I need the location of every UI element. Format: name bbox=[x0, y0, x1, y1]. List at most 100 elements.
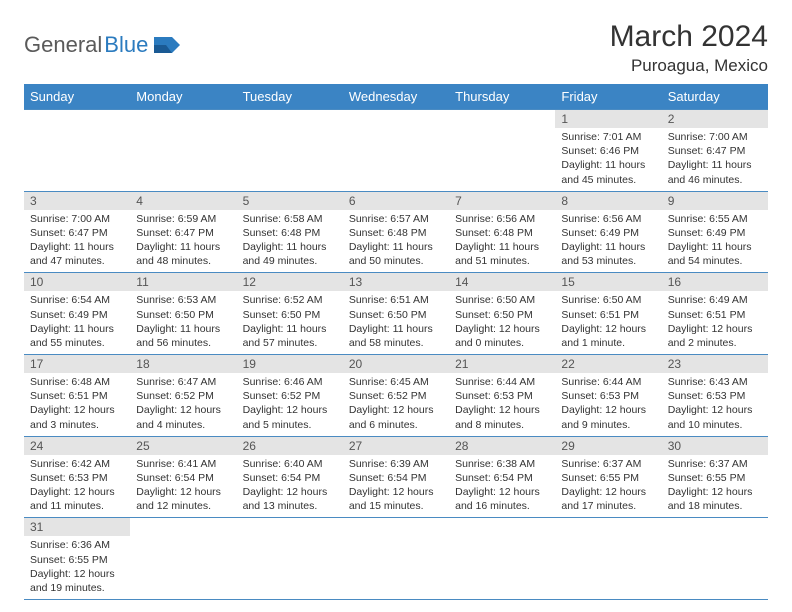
day-cell: 14Sunrise: 6:50 AMSunset: 6:50 PMDayligh… bbox=[449, 273, 555, 355]
sunset-text: Sunset: 6:49 PM bbox=[561, 226, 655, 240]
day-body: Sunrise: 6:56 AMSunset: 6:49 PMDaylight:… bbox=[555, 210, 661, 273]
sunset-text: Sunset: 6:53 PM bbox=[668, 389, 762, 403]
day-body bbox=[130, 536, 236, 590]
day-cell bbox=[662, 518, 768, 600]
day-body: Sunrise: 6:40 AMSunset: 6:54 PMDaylight:… bbox=[237, 455, 343, 518]
day-cell: 18Sunrise: 6:47 AMSunset: 6:52 PMDayligh… bbox=[130, 355, 236, 437]
day-number: 6 bbox=[343, 192, 449, 210]
sunrise-text: Sunrise: 7:00 AM bbox=[30, 212, 124, 226]
day-number bbox=[130, 518, 236, 536]
day-number: 5 bbox=[237, 192, 343, 210]
day-body: Sunrise: 6:39 AMSunset: 6:54 PMDaylight:… bbox=[343, 455, 449, 518]
day-cell: 30Sunrise: 6:37 AMSunset: 6:55 PMDayligh… bbox=[662, 436, 768, 518]
day-cell bbox=[130, 110, 236, 192]
sunrise-text: Sunrise: 6:59 AM bbox=[136, 212, 230, 226]
day-number: 24 bbox=[24, 437, 130, 455]
day-number bbox=[343, 110, 449, 128]
sunrise-text: Sunrise: 6:37 AM bbox=[668, 457, 762, 471]
sunset-text: Sunset: 6:48 PM bbox=[349, 226, 443, 240]
day-cell: 13Sunrise: 6:51 AMSunset: 6:50 PMDayligh… bbox=[343, 273, 449, 355]
day-body bbox=[343, 128, 449, 182]
day-body: Sunrise: 6:42 AMSunset: 6:53 PMDaylight:… bbox=[24, 455, 130, 518]
day-number: 19 bbox=[237, 355, 343, 373]
day-cell bbox=[343, 110, 449, 192]
day-cell bbox=[449, 518, 555, 600]
header: General Blue March 2024 Puroagua, Mexico bbox=[24, 20, 768, 76]
calendar-week: 31Sunrise: 6:36 AMSunset: 6:55 PMDayligh… bbox=[24, 518, 768, 600]
daylight-text: Daylight: 11 hours and 50 minutes. bbox=[349, 240, 443, 268]
day-number: 31 bbox=[24, 518, 130, 536]
day-body: Sunrise: 6:45 AMSunset: 6:52 PMDaylight:… bbox=[343, 373, 449, 436]
day-body: Sunrise: 6:58 AMSunset: 6:48 PMDaylight:… bbox=[237, 210, 343, 273]
day-header: Sunday bbox=[24, 84, 130, 110]
day-cell: 25Sunrise: 6:41 AMSunset: 6:54 PMDayligh… bbox=[130, 436, 236, 518]
day-number: 21 bbox=[449, 355, 555, 373]
sunrise-text: Sunrise: 6:56 AM bbox=[455, 212, 549, 226]
title-block: March 2024 Puroagua, Mexico bbox=[610, 20, 768, 76]
sunrise-text: Sunrise: 6:44 AM bbox=[561, 375, 655, 389]
sunrise-text: Sunrise: 6:47 AM bbox=[136, 375, 230, 389]
day-number: 4 bbox=[130, 192, 236, 210]
day-body: Sunrise: 6:43 AMSunset: 6:53 PMDaylight:… bbox=[662, 373, 768, 436]
day-number bbox=[237, 110, 343, 128]
daylight-text: Daylight: 11 hours and 46 minutes. bbox=[668, 158, 762, 186]
day-number: 28 bbox=[449, 437, 555, 455]
day-cell bbox=[130, 518, 236, 600]
sunrise-text: Sunrise: 6:46 AM bbox=[243, 375, 337, 389]
day-cell: 31Sunrise: 6:36 AMSunset: 6:55 PMDayligh… bbox=[24, 518, 130, 600]
daylight-text: Daylight: 12 hours and 19 minutes. bbox=[30, 567, 124, 595]
sunrise-text: Sunrise: 6:53 AM bbox=[136, 293, 230, 307]
day-number: 10 bbox=[24, 273, 130, 291]
day-cell bbox=[449, 110, 555, 192]
sunset-text: Sunset: 6:52 PM bbox=[349, 389, 443, 403]
sunrise-text: Sunrise: 6:51 AM bbox=[349, 293, 443, 307]
day-number: 2 bbox=[662, 110, 768, 128]
sunrise-text: Sunrise: 6:50 AM bbox=[561, 293, 655, 307]
calendar-week: 17Sunrise: 6:48 AMSunset: 6:51 PMDayligh… bbox=[24, 355, 768, 437]
day-number bbox=[449, 110, 555, 128]
day-body: Sunrise: 6:48 AMSunset: 6:51 PMDaylight:… bbox=[24, 373, 130, 436]
day-number bbox=[662, 518, 768, 536]
day-cell: 4 Sunrise: 6:59 AMSunset: 6:47 PMDaylight… bbox=[130, 191, 236, 273]
daylight-text: Daylight: 12 hours and 15 minutes. bbox=[349, 485, 443, 513]
sunset-text: Sunset: 6:51 PM bbox=[561, 308, 655, 322]
sunset-text: Sunset: 6:50 PM bbox=[243, 308, 337, 322]
daylight-text: Daylight: 12 hours and 9 minutes. bbox=[561, 403, 655, 431]
calendar-table: Sunday Monday Tuesday Wednesday Thursday… bbox=[24, 84, 768, 600]
day-body bbox=[24, 128, 130, 182]
daylight-text: Daylight: 11 hours and 57 minutes. bbox=[243, 322, 337, 350]
calendar-week: 24Sunrise: 6:42 AMSunset: 6:53 PMDayligh… bbox=[24, 436, 768, 518]
calendar-week: 1Sunrise: 7:01 AMSunset: 6:46 PMDaylight… bbox=[24, 110, 768, 192]
daylight-text: Daylight: 11 hours and 48 minutes. bbox=[136, 240, 230, 268]
sunset-text: Sunset: 6:50 PM bbox=[349, 308, 443, 322]
day-header: Wednesday bbox=[343, 84, 449, 110]
day-body: Sunrise: 6:56 AMSunset: 6:48 PMDaylight:… bbox=[449, 210, 555, 273]
day-cell bbox=[24, 110, 130, 192]
day-number bbox=[555, 518, 661, 536]
logo-text-general: General bbox=[24, 32, 102, 58]
sunrise-text: Sunrise: 6:55 AM bbox=[668, 212, 762, 226]
sunrise-text: Sunrise: 6:45 AM bbox=[349, 375, 443, 389]
daylight-text: Daylight: 11 hours and 53 minutes. bbox=[561, 240, 655, 268]
day-body: Sunrise: 6:57 AMSunset: 6:48 PMDaylight:… bbox=[343, 210, 449, 273]
daylight-text: Daylight: 12 hours and 10 minutes. bbox=[668, 403, 762, 431]
day-cell: 9Sunrise: 6:55 AMSunset: 6:49 PMDaylight… bbox=[662, 191, 768, 273]
day-body bbox=[449, 536, 555, 590]
sunrise-text: Sunrise: 6:36 AM bbox=[30, 538, 124, 552]
day-body: Sunrise: 6:54 AMSunset: 6:49 PMDaylight:… bbox=[24, 291, 130, 354]
location: Puroagua, Mexico bbox=[610, 56, 768, 76]
daylight-text: Daylight: 11 hours and 45 minutes. bbox=[561, 158, 655, 186]
sunrise-text: Sunrise: 6:54 AM bbox=[30, 293, 124, 307]
day-cell: 24Sunrise: 6:42 AMSunset: 6:53 PMDayligh… bbox=[24, 436, 130, 518]
daylight-text: Daylight: 12 hours and 1 minute. bbox=[561, 322, 655, 350]
day-body: Sunrise: 6:44 AMSunset: 6:53 PMDaylight:… bbox=[449, 373, 555, 436]
day-body bbox=[449, 128, 555, 182]
day-body: Sunrise: 6:53 AMSunset: 6:50 PMDaylight:… bbox=[130, 291, 236, 354]
day-cell: 27Sunrise: 6:39 AMSunset: 6:54 PMDayligh… bbox=[343, 436, 449, 518]
sunset-text: Sunset: 6:47 PM bbox=[136, 226, 230, 240]
day-body bbox=[662, 536, 768, 590]
day-cell: 20Sunrise: 6:45 AMSunset: 6:52 PMDayligh… bbox=[343, 355, 449, 437]
sunset-text: Sunset: 6:47 PM bbox=[668, 144, 762, 158]
sunset-text: Sunset: 6:48 PM bbox=[243, 226, 337, 240]
day-body: Sunrise: 6:36 AMSunset: 6:55 PMDaylight:… bbox=[24, 536, 130, 599]
